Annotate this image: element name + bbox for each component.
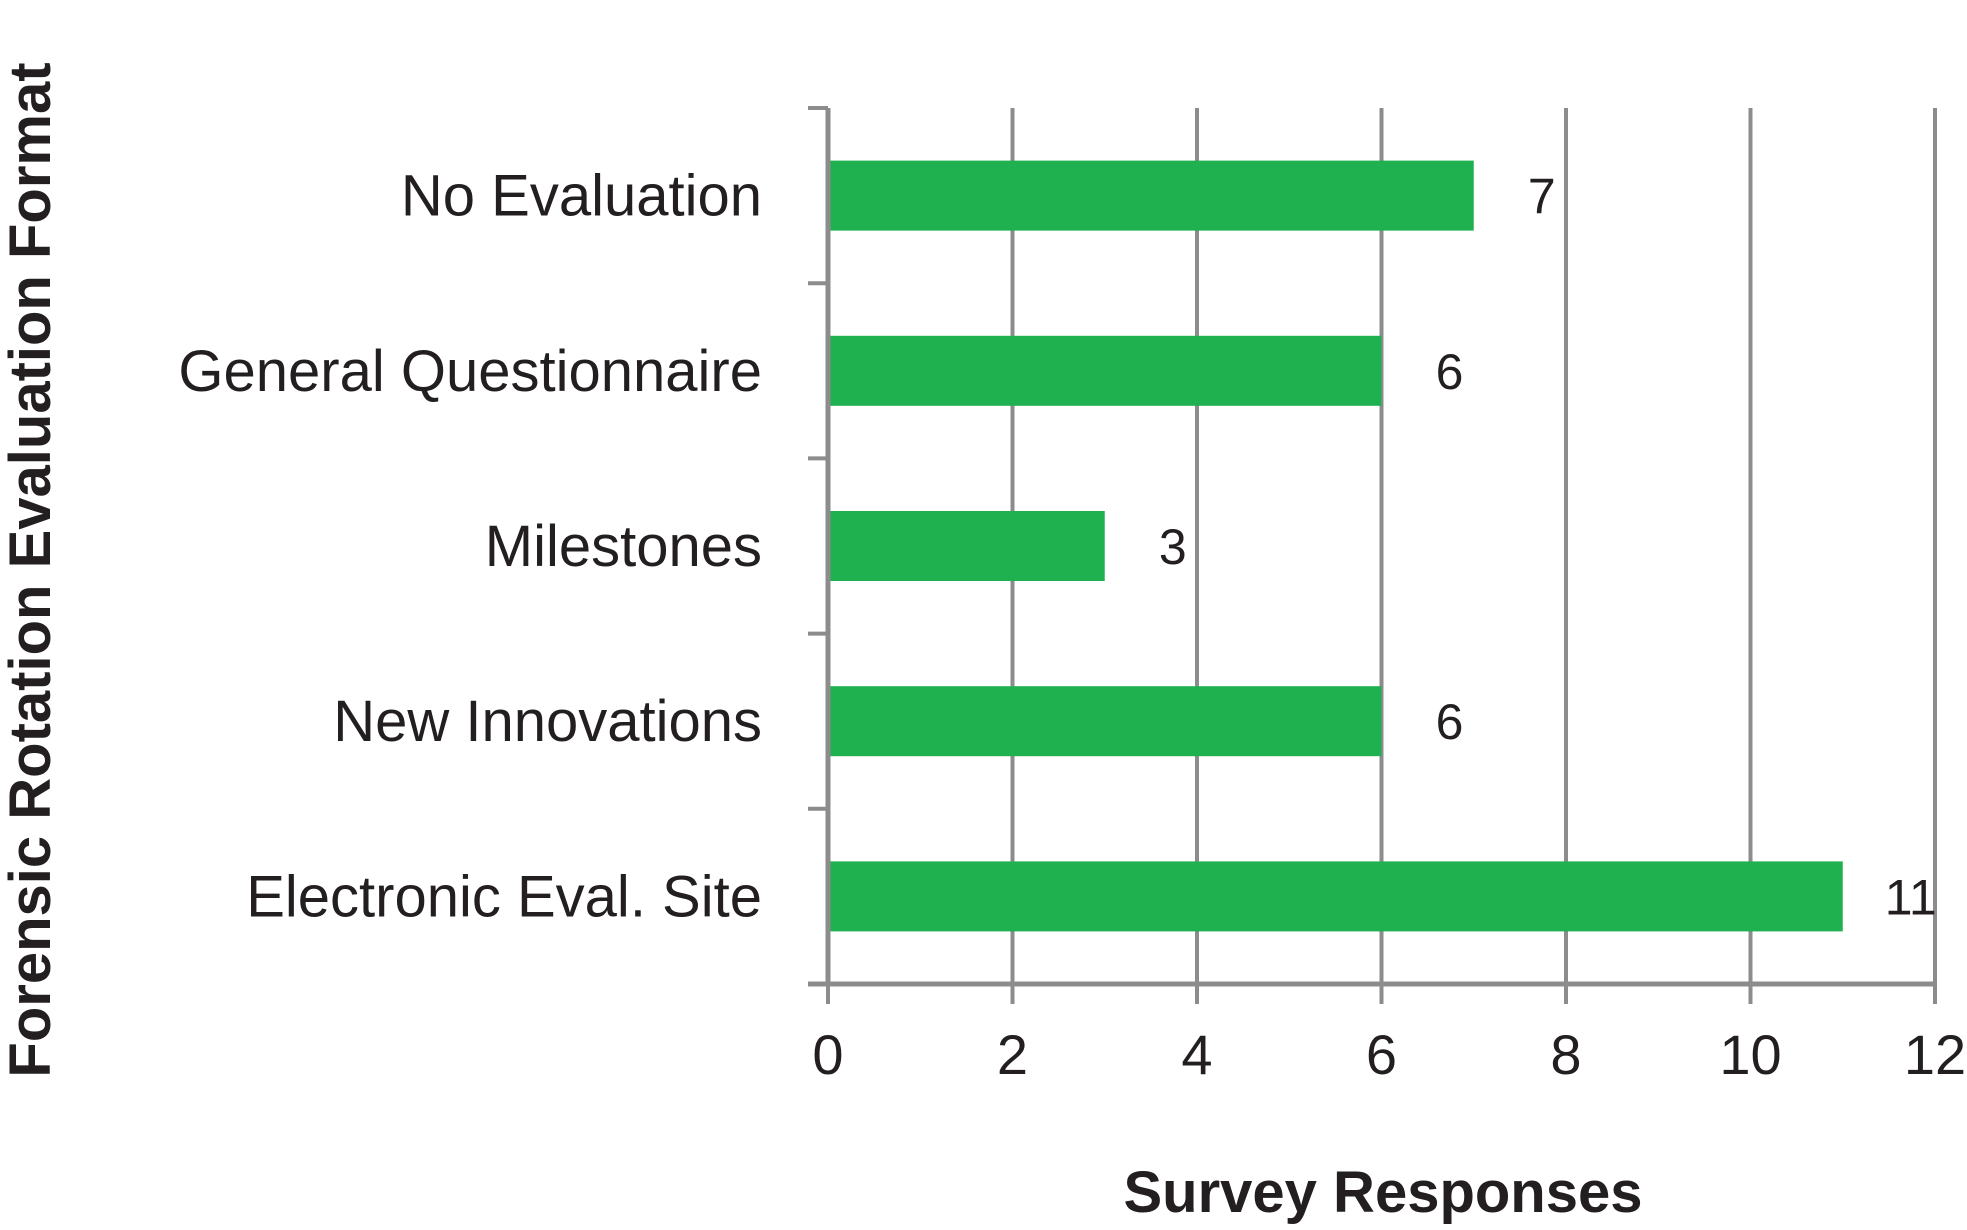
bar-no-evaluation bbox=[828, 160, 1474, 231]
category-label: Electronic Eval. Site bbox=[246, 864, 762, 929]
x-tick-label: 10 bbox=[1719, 1023, 1781, 1086]
bar-milestones bbox=[828, 511, 1105, 581]
x-axis-title: Survey Responses bbox=[1123, 1160, 1642, 1225]
bar-new-innovations bbox=[828, 686, 1382, 757]
x-tick-label: 0 bbox=[812, 1023, 843, 1086]
gridlines bbox=[826, 108, 1937, 1004]
data-label: 6 bbox=[1436, 694, 1464, 750]
bars bbox=[828, 160, 1843, 932]
labels: 0 2 4 6 8 10 12 No Evaluation 7 General Questionn… bbox=[178, 164, 1966, 1086]
y-axis-title: Forensic Rotation Evaluation Format bbox=[0, 62, 63, 1077]
x-tick-label: 4 bbox=[1181, 1023, 1212, 1086]
category-label: General Questionnaire bbox=[178, 339, 762, 404]
bar-electronic-eval-site bbox=[828, 861, 1843, 932]
x-tick-label: 6 bbox=[1366, 1023, 1397, 1086]
data-label: 3 bbox=[1159, 519, 1187, 575]
category-label: No Evaluation bbox=[401, 164, 762, 229]
data-label: 6 bbox=[1436, 344, 1464, 400]
data-label: 11 bbox=[1885, 869, 1937, 925]
x-tick-label: 12 bbox=[1904, 1023, 1966, 1086]
category-label: New Innovations bbox=[333, 689, 762, 754]
bar-general-questionnaire bbox=[828, 335, 1382, 406]
axes bbox=[808, 106, 1935, 987]
x-tick-label: 8 bbox=[1550, 1023, 1581, 1086]
category-label: Milestones bbox=[485, 514, 762, 579]
data-label: 7 bbox=[1528, 169, 1556, 225]
x-tick-label: 2 bbox=[997, 1023, 1028, 1086]
